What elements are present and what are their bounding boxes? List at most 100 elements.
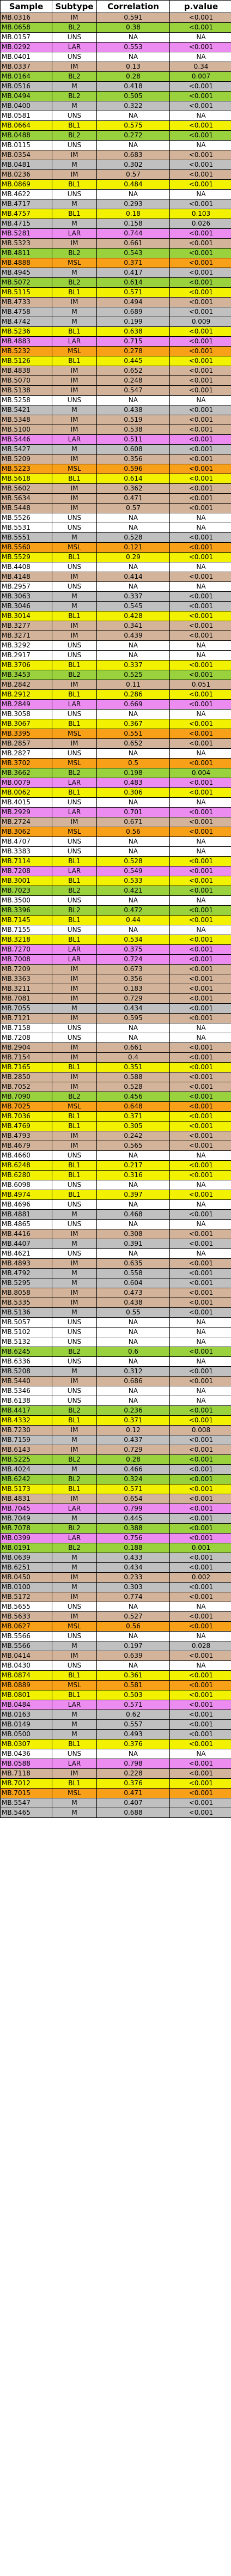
row-correlation: 0.724	[96, 954, 170, 965]
row-p-value: NA	[169, 925, 231, 935]
row-p-value: <0.001	[169, 346, 231, 356]
row-sample: MB.7090	[0, 1092, 52, 1102]
row-correlation: 0.341	[96, 621, 170, 631]
table-row: MB.6251 M 0.434 <0.001	[0, 1562, 231, 1573]
row-subtype: BL1	[52, 209, 97, 219]
table-row: MB.0401 UNS NA NA	[0, 52, 231, 62]
table-row: MB.7023 BL2 0.421 <0.001	[0, 886, 231, 896]
row-p-value: <0.001	[169, 1376, 231, 1386]
row-p-value: <0.001	[169, 1494, 231, 1504]
row-p-value: NA	[169, 1631, 231, 1641]
row-correlation: NA	[96, 140, 170, 150]
table-row: MB.5566 UNS NA NA	[0, 1631, 231, 1641]
row-subtype: UNS	[52, 189, 97, 199]
table-row: MB.5547 M 0.407 <0.001	[0, 1798, 231, 1808]
row-correlation: 0.388	[96, 1523, 170, 1534]
row-subtype: BL1	[52, 287, 97, 298]
table-row: MB.0316 IM 0.591 <0.001	[0, 13, 231, 23]
row-subtype: UNS	[52, 32, 97, 43]
row-subtype: BL1	[52, 326, 97, 337]
table-row: MB.3014 BL1 0.428 <0.001	[0, 611, 231, 621]
row-sample: MB.0516	[0, 81, 52, 92]
row-p-value: NA	[169, 1356, 231, 1367]
row-correlation: 0.356	[96, 974, 170, 984]
row-sample: MB.0639	[0, 1553, 52, 1563]
row-correlation: 0.639	[96, 1651, 170, 1661]
row-subtype: IM	[52, 1141, 97, 1151]
row-sample: MB.0401	[0, 52, 52, 62]
row-sample: MB.5529	[0, 552, 52, 562]
row-p-value: <0.001	[169, 1209, 231, 1220]
row-subtype: BL1	[52, 1190, 97, 1200]
table-row: MB.7159 M 0.437 <0.001	[0, 1435, 231, 1445]
table-row: MB.4416 IM 0.308 <0.001	[0, 1229, 231, 1239]
row-p-value: <0.001	[169, 1307, 231, 1318]
row-p-value: <0.001	[169, 42, 231, 52]
row-p-value: <0.001	[169, 954, 231, 965]
row-correlation: 0.434	[96, 1003, 170, 1014]
row-correlation: 0.57	[96, 503, 170, 513]
row-subtype: MSL	[52, 827, 97, 837]
row-subtype: UNS	[52, 837, 97, 847]
row-p-value: NA	[169, 1248, 231, 1259]
row-sample: MB.5136	[0, 1307, 52, 1318]
row-subtype: BL2	[52, 905, 97, 916]
row-p-value: <0.001	[169, 974, 231, 984]
row-subtype: BL1	[52, 179, 97, 190]
table-row: MB.0149 M 0.557 <0.001	[0, 1719, 231, 1730]
table-row: MB.6143 IM 0.729 <0.001	[0, 1445, 231, 1455]
row-correlation: 0.565	[96, 1141, 170, 1151]
row-subtype: M	[52, 1003, 97, 1014]
table-row: MB.4883 LAR 0.715 <0.001	[0, 336, 231, 347]
table-row: MB.3363 IM 0.356 <0.001	[0, 974, 231, 984]
row-sample: MB.2724	[0, 817, 52, 827]
row-correlation: 0.571	[96, 287, 170, 298]
row-subtype: M	[52, 1239, 97, 1249]
header-subtype: Subtype	[52, 0, 97, 13]
row-sample: MB.5138	[0, 385, 52, 396]
row-sample: MB.0889	[0, 1680, 52, 1690]
row-sample: MB.2857	[0, 738, 52, 749]
row-correlation: 0.547	[96, 385, 170, 396]
table-row: MB.5236 BL1 0.638 <0.001	[0, 326, 231, 337]
row-correlation: 0.729	[96, 1445, 170, 1455]
row-sample: MB.3063	[0, 591, 52, 602]
row-sample: MB.4715	[0, 219, 52, 229]
row-p-value: <0.001	[169, 474, 231, 484]
row-correlation: NA	[96, 1631, 170, 1641]
row-sample: MB.0588	[0, 1759, 52, 1769]
table-row: MB.5225 BL2 0.28 <0.001	[0, 1454, 231, 1465]
row-sample: MB.0500	[0, 1729, 52, 1739]
row-correlation: 0.248	[96, 375, 170, 386]
row-correlation: 0.528	[96, 532, 170, 543]
row-sample: MB.5126	[0, 356, 52, 366]
row-subtype: IM	[52, 169, 97, 180]
row-p-value: <0.001	[169, 1160, 231, 1171]
row-subtype: LAR	[52, 944, 97, 955]
row-subtype: BL2	[52, 1454, 97, 1465]
table-row: MB.6138 UNS NA NA	[0, 1396, 231, 1406]
row-correlation: 0.471	[96, 493, 170, 504]
table-row: MB.0516 M 0.418 <0.001	[0, 81, 231, 92]
row-subtype: M	[52, 317, 97, 327]
row-correlation: 0.549	[96, 866, 170, 876]
row-p-value: <0.001	[169, 1101, 231, 1112]
row-p-value: <0.001	[169, 1729, 231, 1739]
row-correlation: 0.322	[96, 101, 170, 111]
table-row: MB.4793 IM 0.242 <0.001	[0, 1131, 231, 1141]
row-subtype: UNS	[52, 1749, 97, 1759]
row-sample: MB.4769	[0, 1121, 52, 1131]
table-row: MB.3702 MSL 0.5 <0.001	[0, 758, 231, 768]
row-subtype: M	[52, 1719, 97, 1730]
table-row: MB.7025 MSL 0.648 <0.001	[0, 1101, 231, 1112]
row-sample: MB.5634	[0, 493, 52, 504]
row-correlation: 0.614	[96, 474, 170, 484]
row-correlation: 0.233	[96, 1572, 170, 1583]
row-subtype: BL2	[52, 71, 97, 82]
table-row: MB.5323 IM 0.661 <0.001	[0, 238, 231, 248]
row-sample: MB.6336	[0, 1356, 52, 1367]
row-subtype: M	[52, 1808, 97, 1818]
row-sample: MB.3292	[0, 640, 52, 651]
table-row: MB.5132 UNS NA NA	[0, 1337, 231, 1347]
row-correlation: 0.558	[96, 1268, 170, 1278]
